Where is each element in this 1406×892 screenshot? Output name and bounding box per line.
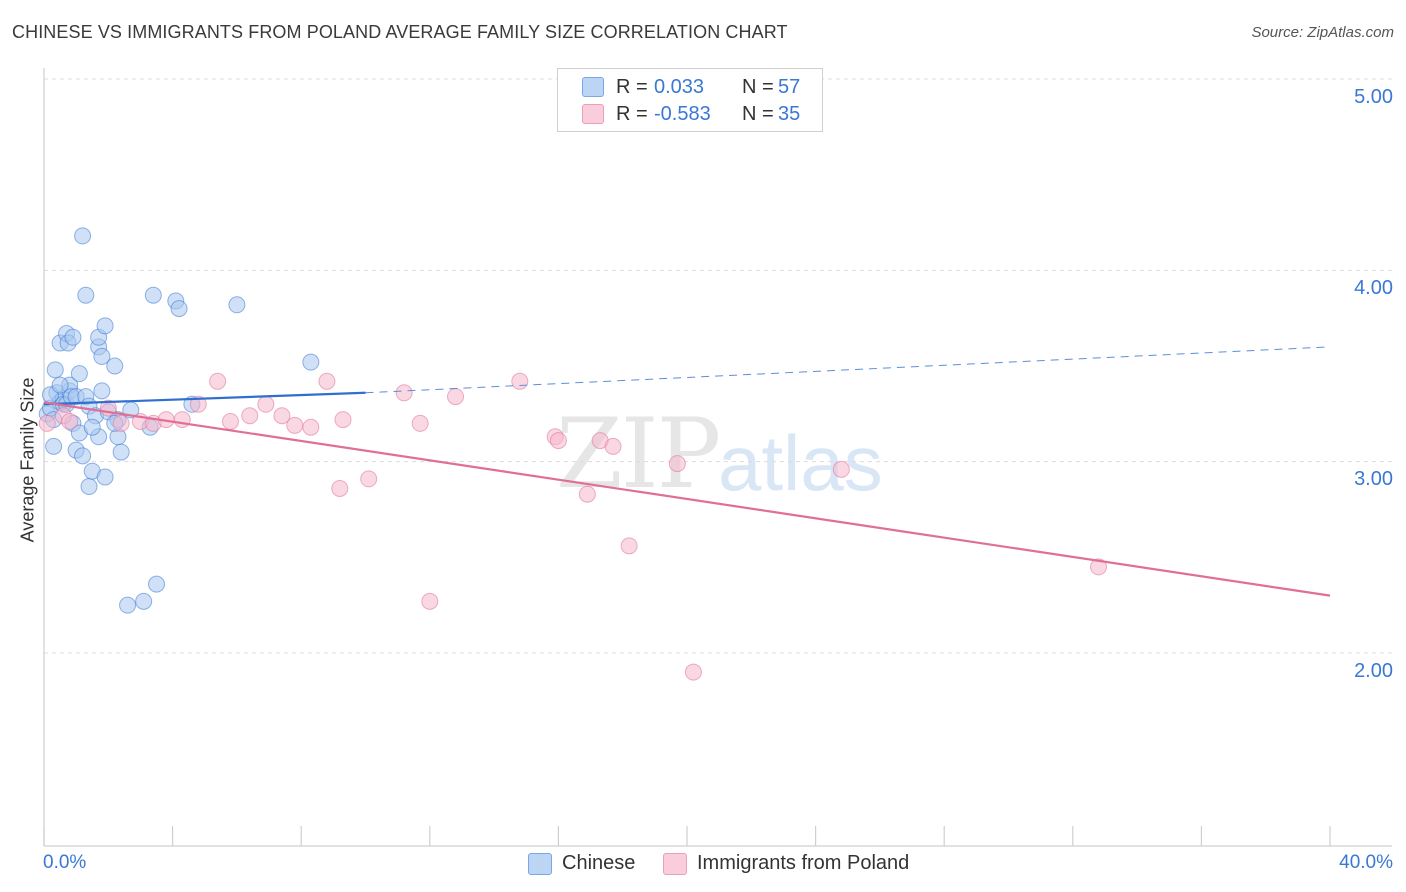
point-chinese-35: [96, 317, 114, 335]
bottom-legend-chinese: Chinese: [528, 852, 635, 875]
point-poland-14: [273, 407, 291, 425]
point-poland-20: [360, 470, 378, 488]
point-poland-12: [241, 407, 259, 425]
point-poland-24: [447, 388, 465, 406]
y-tick-label-2: 2.00: [1354, 660, 1393, 682]
point-poland-8: [173, 411, 191, 429]
point-poland-15: [286, 416, 304, 434]
bottom-legend-swatch-chinese: [528, 852, 552, 875]
legend-r-label: R =: [616, 102, 648, 125]
point-poland-4: [112, 414, 130, 432]
point-poland-28: [578, 485, 596, 503]
point-chinese-52: [302, 353, 320, 371]
bottom-legend-swatch-poland: [663, 852, 687, 875]
point-chinese-24: [77, 286, 95, 304]
trendline-poland: [43, 401, 1331, 597]
point-poland-9: [189, 395, 207, 413]
point-chinese-34: [93, 382, 111, 400]
y-tick-label-4: 4.00: [1354, 277, 1393, 299]
bottom-legend-label-poland: Immigrants from Poland: [697, 852, 910, 874]
point-chinese-22: [74, 227, 92, 245]
point-chinese-46: [148, 575, 166, 593]
point-chinese-23: [74, 447, 92, 465]
point-chinese-47: [144, 286, 162, 304]
watermark-atlas: atlas: [718, 419, 883, 507]
y-axis-label: Average Family Size: [17, 377, 38, 543]
legend-swatch-poland: [582, 104, 604, 124]
legend-n-value: 35: [778, 102, 801, 125]
point-chinese-38: [106, 357, 124, 375]
point-chinese-33: [93, 347, 111, 365]
point-poland-30: [604, 437, 622, 455]
trendline-chinese: [43, 391, 366, 406]
point-poland-19: [331, 479, 349, 497]
legend-r-label: R =: [616, 75, 648, 98]
legend-r-value: 0.033: [654, 75, 705, 98]
trendline-chinese-extension: [365, 346, 1331, 394]
point-chinese-36: [96, 468, 114, 486]
x-axis-min-label: 0.0%: [43, 852, 87, 873]
point-poland-2: [61, 412, 79, 430]
point-poland-23: [421, 592, 439, 610]
point-poland-0: [38, 414, 56, 432]
legend-swatch-chinese: [582, 77, 604, 97]
point-poland-27: [549, 432, 567, 450]
point-poland-21: [395, 384, 413, 402]
bottom-legend-poland: Immigrants from Poland: [663, 852, 909, 875]
point-poland-34: [832, 460, 850, 478]
point-chinese-54: [51, 376, 69, 394]
legend-n-label: N =: [742, 75, 774, 98]
legend-row-chinese: R = 0.033 N = 57: [582, 75, 800, 99]
point-poland-25: [511, 372, 529, 390]
point-chinese-41: [112, 443, 130, 461]
point-chinese-49: [170, 300, 188, 318]
point-poland-10: [209, 372, 227, 390]
point-chinese-51: [228, 296, 246, 314]
correlation-legend: R = 0.033 N = 57 R = -0.583 N = 35: [557, 68, 823, 132]
point-poland-33: [684, 663, 702, 681]
legend-r-value: -0.583: [654, 102, 711, 125]
point-chinese-44: [135, 592, 153, 610]
point-poland-16: [302, 418, 320, 436]
point-poland-13: [257, 395, 275, 413]
point-poland-17: [318, 372, 336, 390]
point-poland-35: [1090, 558, 1108, 576]
point-chinese-42: [119, 596, 137, 614]
legend-n-label: N =: [742, 102, 774, 125]
point-poland-22: [411, 414, 429, 432]
point-poland-11: [221, 412, 239, 430]
y-tick-label-5: 5.00: [1354, 86, 1393, 108]
point-chinese-20: [70, 365, 88, 383]
point-poland-31: [620, 537, 638, 555]
legend-n-value: 57: [778, 75, 801, 98]
point-chinese-17: [64, 328, 82, 346]
point-chinese-4: [46, 361, 64, 379]
point-chinese-3: [45, 437, 63, 455]
legend-row-poland: R = -0.583 N = 35: [582, 102, 800, 126]
bottom-legend-label-chinese: Chinese: [562, 852, 636, 874]
chart-title: CHINESE VS IMMIGRANTS FROM POLAND AVERAG…: [12, 22, 788, 42]
point-chinese-26: [80, 478, 98, 496]
y-tick-label-3: 3.00: [1354, 468, 1393, 490]
point-chinese-55: [83, 418, 101, 436]
point-poland-18: [334, 411, 352, 429]
x-axis-max-label: 40.0%: [1339, 852, 1393, 873]
point-poland-32: [668, 455, 686, 473]
chart-source: Source: ZipAtlas.com: [1251, 24, 1394, 41]
